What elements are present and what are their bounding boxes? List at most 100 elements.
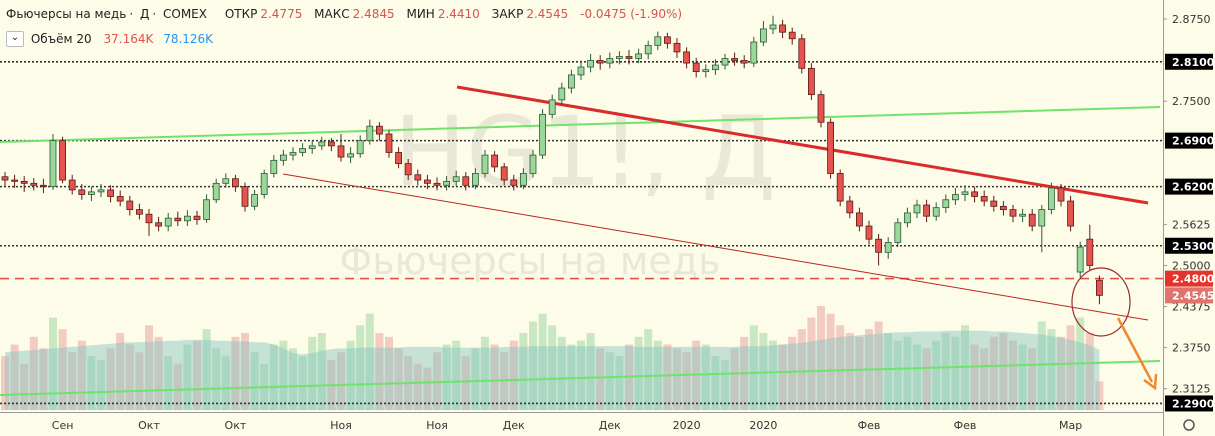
volume-bar <box>893 340 902 410</box>
volume-bar <box>461 356 470 410</box>
candle-body <box>1019 213 1026 217</box>
volume-bar <box>711 356 720 410</box>
volume-bar <box>817 306 825 410</box>
candle-body <box>183 215 191 222</box>
volume-bar <box>932 340 941 410</box>
volume-bar <box>836 325 845 410</box>
volume-value: 37.164K <box>103 31 154 46</box>
candle-body <box>808 67 815 96</box>
volume-bar <box>164 356 173 410</box>
candle-body <box>97 189 105 193</box>
candle-body <box>750 41 758 64</box>
volume-bar <box>903 336 912 410</box>
symbol-title: Фьючерсы на медь <box>6 7 127 21</box>
candle-body <box>135 209 143 215</box>
volume-bar <box>807 317 816 410</box>
volume-bar <box>317 333 326 410</box>
volume-bar <box>394 348 403 410</box>
volume-bar <box>701 344 710 410</box>
trend-line <box>456 85 1149 205</box>
x-tick-label: Ноя <box>330 419 352 432</box>
volume-bar <box>529 321 537 410</box>
x-tick-label: Сен <box>52 419 74 432</box>
volume-bar <box>759 333 768 410</box>
candle-body <box>548 99 556 115</box>
ohlc-label: МИН <box>406 7 435 21</box>
candle-body <box>856 212 863 227</box>
x-tick-label: Дек <box>503 419 525 432</box>
candle-body <box>155 222 163 227</box>
candle-body <box>558 87 566 101</box>
ohlc-label: ЗАКР <box>491 7 524 21</box>
volume-ma-area <box>5 330 1100 410</box>
level-label: 2.4800 <box>1172 273 1215 286</box>
candle-body <box>510 179 518 186</box>
ohlc-label: МАКС <box>314 7 350 21</box>
candle-body <box>520 173 527 186</box>
volume-bar <box>58 329 67 410</box>
volume-bar <box>106 348 115 410</box>
candle-body <box>59 140 66 181</box>
volume-bar <box>644 329 653 410</box>
settings-icon[interactable] <box>1183 419 1195 431</box>
volume-bar <box>97 359 105 410</box>
candle-body <box>568 74 575 89</box>
candle-body <box>587 60 594 68</box>
candle-body <box>126 200 134 211</box>
candle-body <box>395 152 403 165</box>
candle-body <box>164 217 172 227</box>
candle-body <box>971 191 978 197</box>
candle-body <box>423 179 431 184</box>
x-tick-label: 2020 <box>673 419 701 432</box>
candle-body <box>231 178 239 188</box>
candle-body <box>318 141 326 147</box>
candle-body <box>664 36 671 44</box>
volume-bar <box>212 348 221 410</box>
candle-body <box>414 174 422 181</box>
volume-bar <box>413 363 422 410</box>
ohlc-label: ОТКР <box>224 7 258 21</box>
volume-bar <box>845 333 854 410</box>
candle-body <box>88 191 95 195</box>
candle-body <box>644 44 652 55</box>
x-tick-label: Окт <box>138 419 160 432</box>
candle-body <box>107 189 114 197</box>
candle-body <box>500 166 508 181</box>
candle-body <box>606 58 614 64</box>
candle-body <box>779 24 786 33</box>
candle-body <box>731 58 738 61</box>
candle-body <box>596 60 604 64</box>
candle-body <box>904 212 911 224</box>
candle-body <box>740 60 748 64</box>
candle-body <box>1096 279 1103 296</box>
y-tick-label: 2.8750 <box>1172 13 1211 26</box>
candle-body <box>279 154 287 161</box>
candle-body <box>817 94 825 123</box>
candle-body <box>327 141 335 147</box>
candle-body <box>366 125 374 142</box>
y-tick-label: 2.7500 <box>1172 95 1211 108</box>
volume-bar <box>452 340 461 410</box>
volume-bar <box>548 325 557 410</box>
candle-body <box>116 196 124 202</box>
candle-body <box>443 180 451 186</box>
candle-body <box>980 196 988 202</box>
candle-body <box>30 182 38 186</box>
candle-body <box>1028 213 1036 227</box>
level-label-box <box>1165 53 1213 70</box>
candle-body <box>145 213 153 224</box>
volume-bar <box>481 336 489 410</box>
volume-bar <box>135 352 144 410</box>
candle-body <box>539 113 546 156</box>
volume-bar <box>433 352 441 410</box>
trend-line <box>0 360 1161 396</box>
volume-bar <box>941 333 950 410</box>
volume-bar <box>173 363 182 410</box>
candle-body <box>78 189 86 195</box>
candle-body <box>798 38 806 69</box>
trend-line <box>282 173 1149 321</box>
collapse-toggle[interactable]: ⌄ <box>6 31 24 47</box>
symbol-legend: Фьючерсы на медь · Д · COMEX ОТКР 2.4775 МА… <box>6 7 683 21</box>
level-label: 2.8100 <box>1172 56 1215 69</box>
candle-body <box>702 69 710 73</box>
